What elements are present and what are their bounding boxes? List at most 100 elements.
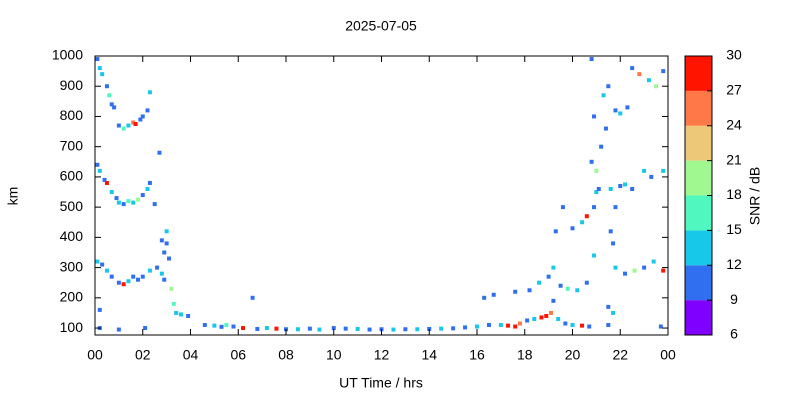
data-point	[584, 214, 589, 219]
data-point	[133, 122, 138, 127]
data-point	[403, 327, 408, 332]
y-tick-label: 700	[60, 137, 84, 153]
data-point	[587, 324, 592, 329]
data-point	[606, 304, 611, 309]
data-point	[147, 268, 152, 273]
y-tick-label: 400	[60, 228, 84, 244]
data-point	[613, 108, 618, 113]
colorbar-tick-label: 27	[726, 82, 742, 98]
data-point	[143, 326, 148, 331]
data-point	[482, 295, 487, 300]
data-point	[167, 256, 172, 261]
data-point	[632, 268, 637, 273]
data-point	[551, 298, 556, 303]
colorbar-band	[685, 230, 712, 266]
data-point	[169, 286, 174, 291]
data-point	[532, 316, 537, 321]
data-point	[178, 312, 183, 317]
data-point	[623, 271, 628, 276]
y-tick-label: 800	[60, 107, 84, 123]
data-point	[513, 324, 518, 329]
data-point	[506, 323, 511, 328]
data-point	[162, 277, 167, 282]
data-point	[116, 123, 121, 128]
data-point	[250, 295, 255, 300]
data-point	[539, 315, 544, 320]
data-point	[591, 205, 596, 210]
data-point	[140, 274, 145, 279]
data-point	[147, 180, 152, 185]
data-point	[556, 316, 561, 321]
data-point	[100, 262, 105, 267]
data-point	[107, 93, 112, 98]
x-tick-label: 14	[421, 347, 437, 363]
y-tick-label: 200	[60, 289, 84, 305]
data-point	[331, 326, 336, 331]
data-point	[630, 66, 635, 71]
data-point	[97, 168, 102, 173]
data-point	[95, 57, 100, 62]
chart-title: 2025-07-05	[345, 18, 417, 34]
data-point	[116, 200, 121, 205]
data-point	[391, 327, 396, 332]
data-point	[104, 180, 109, 185]
x-tick-label: 16	[469, 347, 485, 363]
data-point	[618, 111, 623, 116]
data-point	[109, 102, 114, 107]
data-point	[661, 268, 666, 273]
data-point	[613, 265, 618, 270]
data-point	[486, 323, 491, 328]
data-point	[104, 268, 109, 273]
colorbar-band	[685, 160, 712, 196]
data-point	[623, 182, 628, 187]
data-point	[241, 326, 246, 331]
x-tick-label: 20	[565, 347, 581, 363]
data-point	[162, 250, 167, 255]
data-point	[138, 117, 143, 122]
data-point	[601, 93, 606, 98]
x-tick-label: 00	[87, 347, 103, 363]
data-point	[642, 168, 647, 173]
data-point	[613, 205, 618, 210]
data-point	[646, 78, 651, 83]
data-point	[580, 220, 585, 225]
data-point	[131, 120, 136, 125]
colorbar-tick-label: 9	[730, 291, 738, 307]
data-point	[224, 323, 229, 328]
data-point	[231, 324, 236, 329]
data-point	[145, 108, 150, 113]
data-point	[661, 69, 666, 74]
colorbar-band	[685, 195, 712, 231]
colorbar-tick-label: 21	[726, 151, 742, 167]
colorbar-tick-label: 6	[730, 326, 738, 342]
data-point	[140, 114, 145, 119]
data-point	[463, 325, 468, 330]
data-point	[164, 241, 169, 246]
data-point	[255, 326, 260, 331]
colorbar-band	[685, 90, 712, 126]
data-point	[589, 57, 594, 62]
data-point	[608, 229, 613, 234]
data-point	[546, 274, 551, 279]
x-axis-label: UT Time / hrs	[339, 375, 423, 391]
data-point	[121, 282, 126, 287]
data-point	[95, 259, 100, 264]
data-point	[527, 288, 532, 293]
colorbar-band	[685, 265, 712, 301]
data-point	[97, 307, 102, 312]
data-point	[618, 183, 623, 188]
data-point	[121, 126, 126, 131]
data-point	[599, 144, 604, 149]
data-point	[649, 174, 654, 179]
data-point	[661, 168, 666, 173]
data-point	[202, 323, 207, 328]
data-point	[212, 323, 217, 328]
data-point	[551, 265, 556, 270]
data-point	[274, 326, 279, 331]
x-tick-label: 00	[660, 347, 676, 363]
data-point	[116, 327, 121, 332]
data-point	[109, 190, 114, 195]
data-point	[606, 323, 611, 328]
data-point	[126, 199, 131, 204]
y-tick-label: 300	[60, 258, 84, 274]
